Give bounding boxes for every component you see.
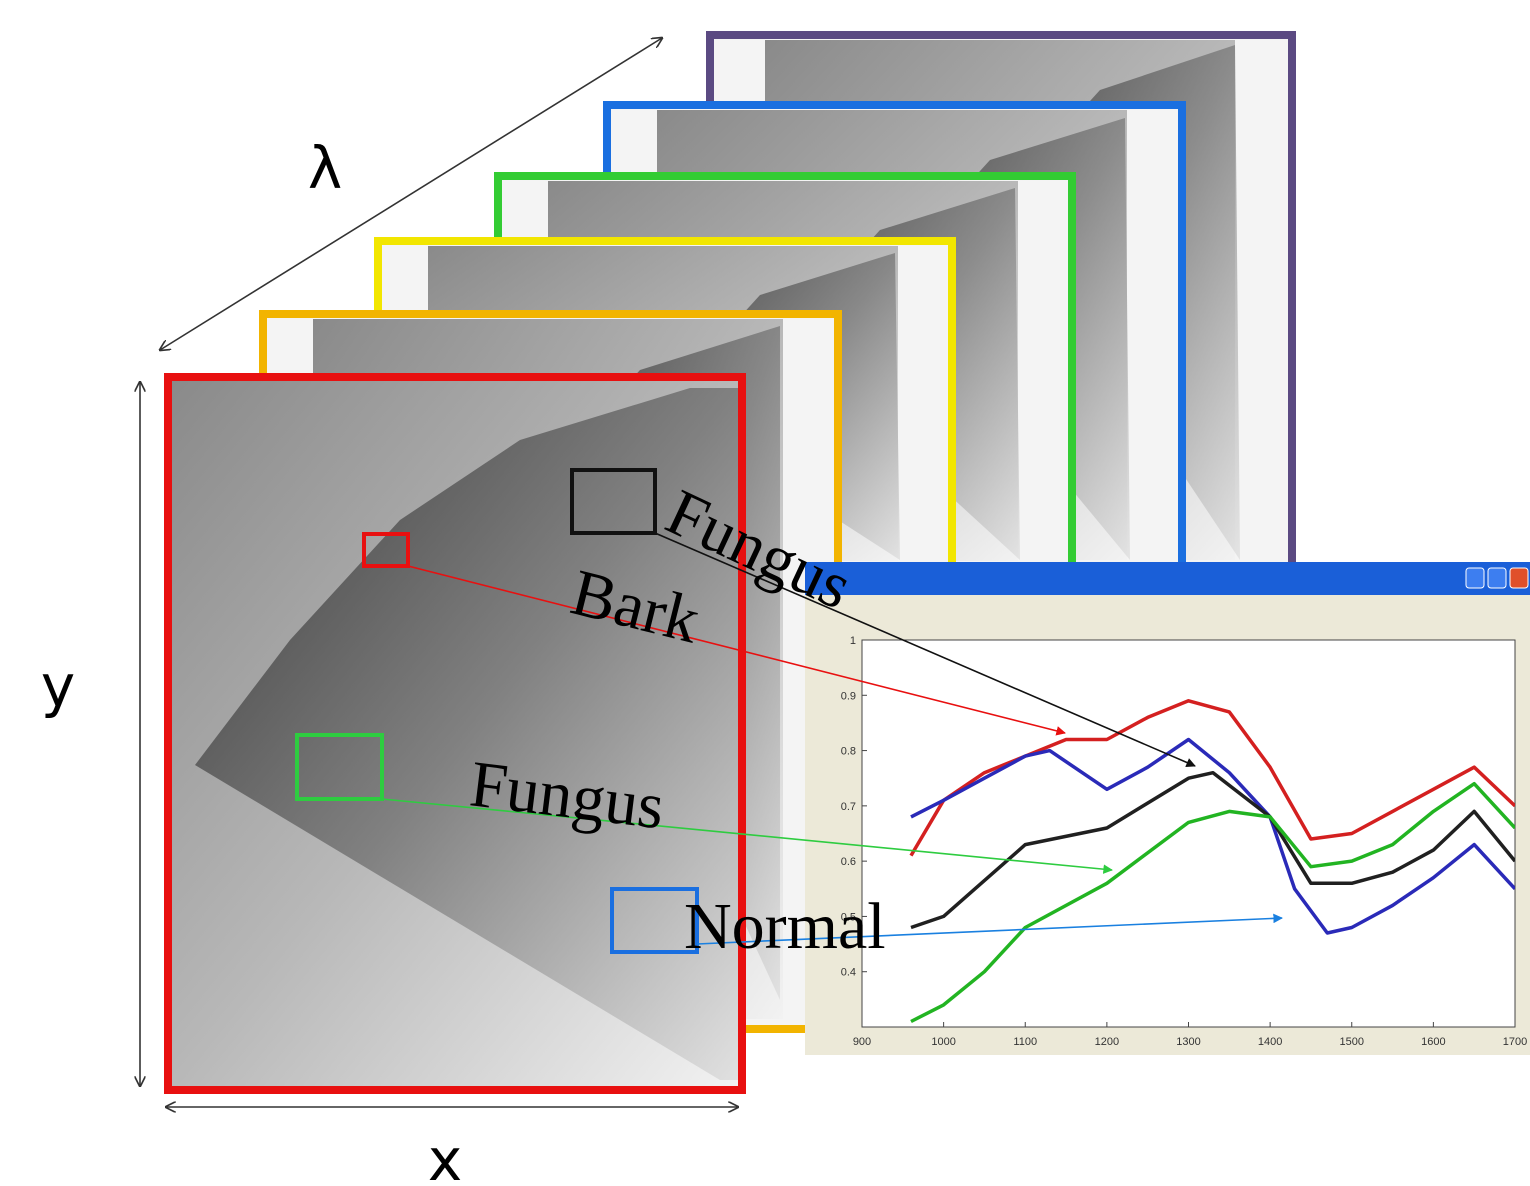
y-label: y (41, 652, 75, 720)
x-tick-label: 1600 (1421, 1036, 1445, 1048)
title-bar (805, 562, 1530, 595)
diagram: 900 1000 1100 1200 1300 1400 1500 1600 1700 0.4 0.… (0, 0, 1530, 1186)
y-tick-label: 0.9 (841, 690, 856, 702)
x-tick-label: 1300 (1176, 1036, 1200, 1048)
plot-area (862, 640, 1515, 1027)
y-tick-label: 1 (850, 635, 856, 647)
close-button[interactable] (1510, 568, 1528, 588)
spectrum-window (805, 562, 1530, 1055)
maximize-button[interactable] (1488, 568, 1506, 588)
lambda-label: λ (308, 134, 342, 202)
x-label: x (428, 1126, 462, 1186)
minimize-button[interactable] (1466, 568, 1484, 588)
x-tick-label: 1500 (1340, 1036, 1364, 1048)
x-tick-label: 1400 (1258, 1036, 1282, 1048)
page: 900 1000 1100 1200 1300 1400 1500 1600 1700 0.4 0.… (0, 0, 1530, 1186)
x-tick-label: 1100 (1013, 1036, 1037, 1048)
x-tick-label: 1700 (1503, 1036, 1527, 1048)
y-tick-label: 0.7 (841, 801, 856, 813)
x-tick-label: 1200 (1095, 1036, 1119, 1048)
y-tick-label: 0.4 (841, 967, 856, 979)
x-tick-label: 900 (853, 1036, 871, 1048)
y-tick-label: 0.8 (841, 746, 856, 758)
y-tick-label: 0.6 (841, 856, 856, 868)
x-tick-label: 1000 (931, 1036, 955, 1048)
region-label: Normal (684, 890, 886, 963)
